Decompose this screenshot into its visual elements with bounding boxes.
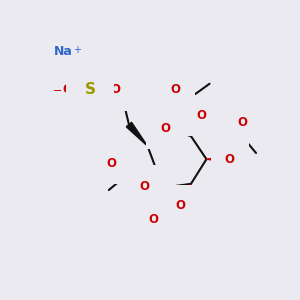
Text: −: − (53, 86, 62, 96)
Polygon shape (206, 157, 226, 162)
Text: O: O (170, 83, 181, 96)
Text: O: O (62, 83, 72, 96)
Polygon shape (126, 122, 148, 146)
Text: O: O (98, 64, 108, 77)
Text: O: O (160, 122, 170, 135)
Text: O: O (225, 153, 235, 166)
Text: O: O (73, 103, 83, 116)
Text: O: O (140, 180, 149, 193)
Text: O: O (106, 157, 116, 169)
Text: O: O (110, 83, 120, 96)
Text: O: O (197, 109, 207, 122)
Text: O: O (149, 213, 159, 226)
Polygon shape (178, 184, 191, 203)
Text: S: S (85, 82, 96, 98)
Text: +: + (73, 45, 81, 55)
Text: O: O (238, 116, 248, 129)
Text: O: O (176, 199, 186, 212)
Text: Na: Na (54, 45, 73, 58)
Polygon shape (148, 184, 163, 189)
